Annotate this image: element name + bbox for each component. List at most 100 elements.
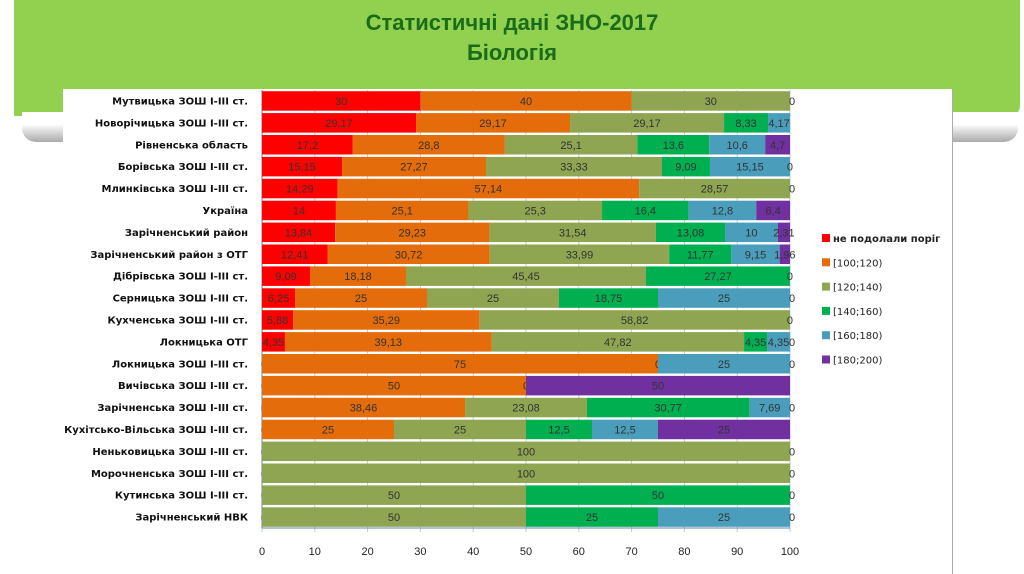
bar-segment bbox=[262, 113, 417, 133]
data-label: 14,29 bbox=[286, 184, 314, 196]
bar-segment bbox=[688, 200, 757, 221]
legend-swatch bbox=[822, 234, 830, 242]
bar-segment bbox=[416, 113, 571, 133]
bar-segment bbox=[262, 332, 285, 352]
category-label: Неньковицька ЗОШ І-ІІІ ст. bbox=[92, 447, 248, 458]
bar-segment bbox=[526, 485, 790, 505]
data-label: 47,82 bbox=[604, 337, 632, 349]
data-label: 35,29 bbox=[372, 315, 400, 327]
data-label: 13,08 bbox=[677, 227, 705, 239]
data-label: 23,08 bbox=[512, 403, 540, 415]
data-label: 4,7 bbox=[770, 140, 785, 152]
data-label: 15,15 bbox=[736, 162, 764, 174]
data-label: 28,8 bbox=[418, 140, 439, 152]
bar-segment bbox=[731, 244, 780, 264]
bar-segment bbox=[485, 156, 662, 177]
data-label: 25 bbox=[487, 293, 499, 305]
data-label: 0 bbox=[789, 293, 795, 305]
bar-segment bbox=[262, 244, 328, 264]
bar-segment bbox=[262, 463, 790, 483]
bar-segment bbox=[468, 200, 603, 221]
x-tick-label: 50 bbox=[520, 546, 532, 558]
bar-segment bbox=[749, 397, 790, 418]
data-label: 30 bbox=[335, 96, 347, 108]
x-tick-label: 90 bbox=[731, 546, 743, 558]
bar-segment bbox=[420, 91, 632, 111]
category-label: Локницька ЗОШ І-ІІІ ст. bbox=[112, 359, 248, 370]
bar-segment bbox=[284, 332, 492, 352]
bar-segment bbox=[725, 222, 778, 243]
bar-segment bbox=[262, 156, 342, 177]
bar-segment bbox=[293, 310, 480, 330]
bar-segment bbox=[262, 375, 526, 396]
data-label: 4,35 bbox=[768, 337, 789, 349]
x-tick-label: 60 bbox=[573, 546, 585, 558]
data-label: 58,82 bbox=[621, 315, 649, 327]
data-label: 57,14 bbox=[475, 184, 503, 196]
bar-segment bbox=[427, 288, 559, 308]
data-label: 45,45 bbox=[512, 271, 540, 283]
data-label: 18,75 bbox=[595, 293, 623, 305]
data-label: 12,41 bbox=[281, 249, 309, 261]
data-label: 13,84 bbox=[285, 227, 313, 239]
data-label: 18,18 bbox=[344, 271, 372, 283]
bar-segment bbox=[779, 244, 790, 264]
data-label: 6,25 bbox=[268, 293, 289, 305]
data-label: 31,54 bbox=[559, 227, 587, 239]
bar-segment bbox=[489, 244, 670, 264]
data-label: 27,27 bbox=[704, 271, 732, 283]
data-label: 0 bbox=[787, 162, 793, 174]
title-line-2: Біологія bbox=[466, 40, 558, 65]
category-label: Новорічицька ЗОШ І-ІІІ ст. bbox=[95, 118, 248, 129]
data-label: 50 bbox=[388, 512, 400, 524]
bar-segment bbox=[586, 397, 750, 418]
bar-segment bbox=[744, 332, 768, 352]
bar-segment bbox=[262, 222, 336, 243]
data-label: 0 bbox=[789, 184, 795, 196]
x-tick-label: 80 bbox=[678, 546, 690, 558]
bar-segment bbox=[768, 113, 791, 133]
bar-segment bbox=[352, 135, 505, 155]
legend-swatch bbox=[822, 331, 830, 340]
x-tick-label: 20 bbox=[361, 546, 373, 558]
slide-title: Статистичні дані ЗНО-2017 Біологія bbox=[0, 8, 1024, 68]
x-tick-label: 100 bbox=[781, 546, 799, 558]
bar-segment bbox=[526, 375, 790, 396]
data-label: 9,09 bbox=[675, 162, 696, 174]
data-label: 33,33 bbox=[560, 162, 588, 174]
bar-segment bbox=[262, 200, 336, 221]
data-label: 50 bbox=[652, 381, 664, 393]
bar-segment bbox=[709, 135, 766, 155]
category-label: Серницька ЗОШ І-ІІІ ст. bbox=[113, 294, 248, 305]
bar-segment bbox=[661, 156, 710, 177]
legend-label: [180;200) bbox=[833, 356, 882, 367]
data-label: 0 bbox=[789, 490, 795, 502]
bar-segment bbox=[262, 507, 526, 527]
data-label: 50 bbox=[652, 490, 664, 502]
bar-segment bbox=[327, 244, 490, 264]
data-label: 16,4 bbox=[635, 205, 656, 217]
bar-segment bbox=[262, 178, 338, 199]
bar-segment bbox=[655, 222, 726, 243]
data-label: 15,15 bbox=[288, 162, 316, 174]
data-label: 25 bbox=[718, 424, 730, 436]
data-label: 25,1 bbox=[560, 140, 581, 152]
bar-segment bbox=[262, 310, 294, 330]
data-label: 28,57 bbox=[701, 184, 729, 196]
data-label: 25 bbox=[322, 424, 334, 436]
category-label: Морочненська ЗОШ І-ІІІ ст. bbox=[91, 469, 248, 480]
data-label: 4,35 bbox=[263, 337, 284, 349]
data-label: 25 bbox=[718, 359, 730, 371]
legend-swatch bbox=[822, 282, 830, 291]
bar-segment bbox=[262, 354, 658, 374]
bar-segment bbox=[262, 288, 295, 308]
data-label: 40 bbox=[520, 96, 532, 108]
category-label: Рівненська область bbox=[135, 139, 248, 151]
bar-segment bbox=[405, 266, 646, 286]
data-label: 75 bbox=[454, 359, 466, 371]
data-label: 50 bbox=[388, 490, 400, 502]
data-label: 0 bbox=[789, 468, 795, 480]
data-label: 6,4 bbox=[765, 205, 780, 217]
data-label: 27,27 bbox=[400, 162, 428, 174]
data-label: 17,2 bbox=[297, 140, 318, 152]
